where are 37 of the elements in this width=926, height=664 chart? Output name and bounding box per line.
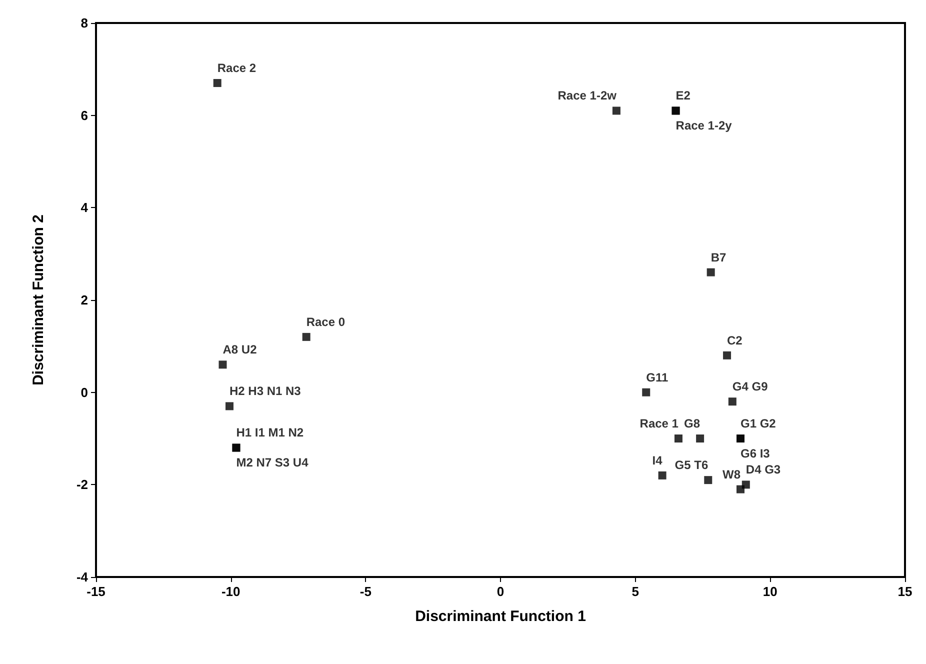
data-label: G11 <box>646 370 668 384</box>
y-tick-label: 4 <box>80 200 89 216</box>
data-label: G1 G2 <box>740 416 776 430</box>
x-tick-label: -5 <box>360 584 372 599</box>
data-label: E2 <box>676 88 691 103</box>
data-label: B7 <box>710 250 727 264</box>
data-label: Race 0 <box>306 314 346 329</box>
x-tick-label: 0 <box>496 584 504 599</box>
x-tick-label: -15 <box>86 584 106 599</box>
data-label: A8 U2 <box>222 342 258 357</box>
data-label: Race 1-2y <box>676 118 732 133</box>
data-label: G6 I3 <box>740 446 770 460</box>
y-tick-label: 0 <box>80 384 88 400</box>
y-tick-label: 8 <box>80 16 88 30</box>
y-tick-label: 2 <box>80 292 88 308</box>
y-tick-label: -4 <box>76 570 89 584</box>
data-label: Race 2 <box>217 61 256 76</box>
x-axis-title: Discriminant Function 1 <box>415 608 586 625</box>
data-label: Race 1 <box>640 416 679 430</box>
data-label: C2 <box>727 333 743 348</box>
data-label: M2 N7 S3 U4 <box>236 456 309 470</box>
x-tick-label: 5 <box>632 584 639 599</box>
data-label: D4 G3 <box>746 462 781 477</box>
x-tick-label: 10 <box>762 584 778 599</box>
x-tick-label: 15 <box>898 584 912 599</box>
data-label: G8 <box>684 416 700 430</box>
data-label: W8 <box>722 467 741 482</box>
data-label: Race 1-2w <box>558 88 618 103</box>
data-label: H2 H3 N1 N3 <box>229 384 302 398</box>
y-tick-label: 6 <box>80 108 88 123</box>
data-label: H1 I1 M1 N2 <box>236 426 304 440</box>
data-label: G5 T6 <box>674 458 708 472</box>
y-tick-label: -2 <box>76 477 88 492</box>
x-tick-label: -10 <box>221 584 240 599</box>
y-axis-title: Discriminant Function 2 <box>30 214 47 386</box>
data-label: I4 <box>652 453 663 468</box>
data-label: G4 G9 <box>732 380 768 394</box>
